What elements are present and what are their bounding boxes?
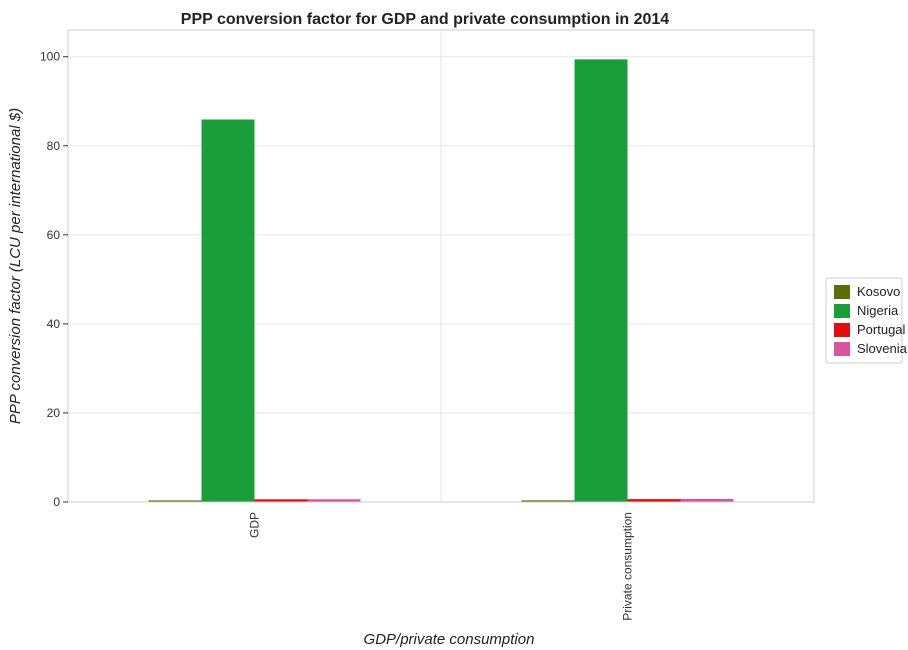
x-axis-label: GDP/private consumption — [364, 631, 535, 648]
chart-title: PPP conversion factor for GDP and privat… — [181, 11, 670, 28]
legend-swatch — [834, 304, 850, 318]
bar-nigeria — [201, 119, 255, 502]
y-axis-ticks: 0 20 40 60 80 100 — [40, 50, 68, 509]
bar-portugal — [254, 499, 308, 502]
legend-swatch — [834, 323, 850, 337]
legend-label: Portugal — [857, 322, 906, 337]
y-tick-label: 60 — [47, 228, 61, 242]
legend-label: Slovenia — [857, 341, 908, 356]
bar-kosovo — [521, 500, 575, 502]
legend-swatch — [834, 285, 850, 299]
x-axis-ticks: GDP Private consumption — [248, 512, 635, 621]
bar-slovenia — [680, 498, 734, 502]
legend-label: Kosovo — [857, 284, 900, 299]
legend: Kosovo Nigeria Portugal Slovenia — [825, 277, 908, 364]
y-tick-label: 20 — [47, 406, 61, 420]
bar-slovenia — [307, 499, 361, 502]
legend-label: Nigeria — [857, 303, 899, 318]
bar-nigeria — [574, 59, 628, 503]
x-tick-label: GDP — [248, 512, 262, 538]
y-tick-label: 40 — [47, 317, 61, 331]
x-tick-label: Private consumption — [621, 512, 635, 621]
y-tick-label: 80 — [47, 139, 61, 153]
y-axis-label: PPP conversion factor (LCU per internati… — [7, 108, 24, 424]
y-tick-label: 100 — [40, 50, 60, 64]
bar-portugal — [627, 499, 681, 502]
bar-kosovo — [148, 500, 202, 502]
bars — [148, 59, 734, 503]
legend-box — [825, 277, 903, 364]
plot-frame — [67, 29, 815, 503]
grid-lines — [68, 30, 814, 503]
y-tick-label: 0 — [53, 495, 60, 509]
legend-swatch — [834, 342, 850, 356]
